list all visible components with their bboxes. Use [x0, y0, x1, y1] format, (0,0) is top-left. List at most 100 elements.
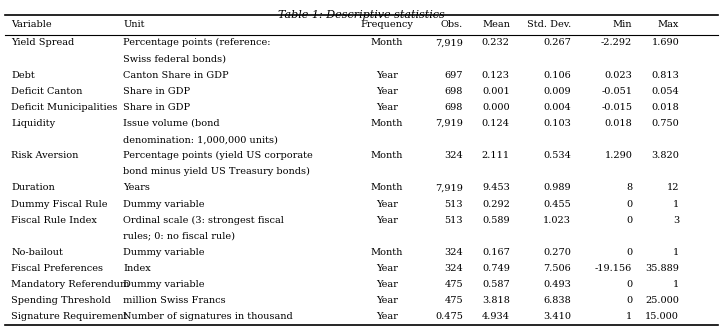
- Text: 0.018: 0.018: [604, 119, 633, 128]
- Text: Debt: Debt: [12, 71, 35, 80]
- Text: Share in GDP: Share in GDP: [123, 87, 190, 96]
- Text: Dummy variable: Dummy variable: [123, 280, 205, 289]
- Text: Year: Year: [376, 103, 398, 112]
- Text: 0.750: 0.750: [651, 119, 679, 128]
- Text: 0.123: 0.123: [482, 71, 510, 80]
- Text: 0.167: 0.167: [482, 248, 510, 257]
- Text: 1: 1: [673, 199, 679, 208]
- Text: 513: 513: [445, 199, 463, 208]
- Text: 0.749: 0.749: [482, 264, 510, 273]
- Text: 0: 0: [626, 248, 633, 257]
- Text: Min: Min: [613, 20, 633, 29]
- Text: 475: 475: [445, 296, 463, 305]
- Text: Max: Max: [658, 20, 679, 29]
- Text: 0.292: 0.292: [482, 199, 510, 208]
- Text: No-bailout: No-bailout: [12, 248, 64, 257]
- Text: -0.051: -0.051: [602, 87, 633, 96]
- Text: Share in GDP: Share in GDP: [123, 103, 190, 112]
- Text: 1.690: 1.690: [651, 38, 679, 47]
- Text: 0.475: 0.475: [435, 312, 463, 321]
- Text: Mean: Mean: [482, 20, 510, 29]
- Text: 0.270: 0.270: [543, 248, 571, 257]
- Text: -19.156: -19.156: [595, 264, 633, 273]
- Text: 1.023: 1.023: [543, 216, 571, 225]
- Text: 7,919: 7,919: [435, 183, 463, 192]
- Text: 8: 8: [626, 183, 633, 192]
- Text: -0.015: -0.015: [602, 103, 633, 112]
- Text: 0.009: 0.009: [544, 87, 571, 96]
- Text: Dummy Fiscal Rule: Dummy Fiscal Rule: [12, 199, 108, 208]
- Text: Dummy variable: Dummy variable: [123, 199, 205, 208]
- Text: 0.023: 0.023: [604, 71, 633, 80]
- Text: -2.292: -2.292: [601, 38, 633, 47]
- Text: Liquidity: Liquidity: [12, 119, 56, 128]
- Text: Fiscal Rule Index: Fiscal Rule Index: [12, 216, 98, 225]
- Text: Year: Year: [376, 71, 398, 80]
- Text: 7.506: 7.506: [544, 264, 571, 273]
- Text: Risk Aversion: Risk Aversion: [12, 151, 79, 160]
- Text: 697: 697: [445, 71, 463, 80]
- Text: Variable: Variable: [12, 20, 52, 29]
- Text: Year: Year: [376, 199, 398, 208]
- Text: Year: Year: [376, 280, 398, 289]
- Text: Unit: Unit: [123, 20, 145, 29]
- Text: 324: 324: [445, 151, 463, 160]
- Text: 0.267: 0.267: [543, 38, 571, 47]
- Text: 2.111: 2.111: [482, 151, 510, 160]
- Text: 0.587: 0.587: [482, 280, 510, 289]
- Text: Number of signatures in thousand: Number of signatures in thousand: [123, 312, 293, 321]
- Text: Year: Year: [376, 264, 398, 273]
- Text: Year: Year: [376, 216, 398, 225]
- Text: 475: 475: [445, 280, 463, 289]
- Text: 1.290: 1.290: [604, 151, 633, 160]
- Text: 0.589: 0.589: [482, 216, 510, 225]
- Text: 0.000: 0.000: [482, 103, 510, 112]
- Text: Issue volume (bond: Issue volume (bond: [123, 119, 220, 128]
- Text: 0.018: 0.018: [651, 103, 679, 112]
- Text: Month: Month: [370, 248, 403, 257]
- Text: 0.001: 0.001: [482, 87, 510, 96]
- Text: 0: 0: [626, 216, 633, 225]
- Text: Month: Month: [370, 183, 403, 192]
- Text: 0: 0: [626, 296, 633, 305]
- Text: 0.232: 0.232: [482, 38, 510, 47]
- Text: 0.004: 0.004: [544, 103, 571, 112]
- Text: Percentage points (reference:: Percentage points (reference:: [123, 38, 270, 47]
- Text: 15.000: 15.000: [645, 312, 679, 321]
- Text: Dummy variable: Dummy variable: [123, 248, 205, 257]
- Text: 0.989: 0.989: [544, 183, 571, 192]
- Text: 0.534: 0.534: [543, 151, 571, 160]
- Text: 0.493: 0.493: [543, 280, 571, 289]
- Text: Spending Threshold: Spending Threshold: [12, 296, 111, 305]
- Text: 1: 1: [626, 312, 633, 321]
- Text: Mandatory Referendum: Mandatory Referendum: [12, 280, 130, 289]
- Text: bond minus yield US Treasury bonds): bond minus yield US Treasury bonds): [123, 167, 310, 176]
- Text: million Swiss Francs: million Swiss Francs: [123, 296, 226, 305]
- Text: 3.410: 3.410: [543, 312, 571, 321]
- Text: Duration: Duration: [12, 183, 55, 192]
- Text: Years: Years: [123, 183, 150, 192]
- Text: 0.455: 0.455: [544, 199, 571, 208]
- Text: Yield Spread: Yield Spread: [12, 38, 74, 47]
- Text: 12: 12: [667, 183, 679, 192]
- Text: 698: 698: [445, 103, 463, 112]
- Text: 1: 1: [673, 248, 679, 257]
- Text: Std. Dev.: Std. Dev.: [527, 20, 571, 29]
- Text: Table 1: Descriptive statistics: Table 1: Descriptive statistics: [278, 10, 445, 20]
- Text: 513: 513: [445, 216, 463, 225]
- Text: 0.106: 0.106: [544, 71, 571, 80]
- Text: Month: Month: [370, 119, 403, 128]
- Text: Fiscal Preferences: Fiscal Preferences: [12, 264, 103, 273]
- Text: Swiss federal bonds): Swiss federal bonds): [123, 54, 226, 64]
- Text: Month: Month: [370, 38, 403, 47]
- Text: 698: 698: [445, 87, 463, 96]
- Text: 7,919: 7,919: [435, 119, 463, 128]
- Text: Canton Share in GDP: Canton Share in GDP: [123, 71, 228, 80]
- Text: Deficit Canton: Deficit Canton: [12, 87, 83, 96]
- Text: 324: 324: [445, 264, 463, 273]
- Text: Ordinal scale (3: strongest fiscal: Ordinal scale (3: strongest fiscal: [123, 216, 284, 225]
- Text: Obs.: Obs.: [441, 20, 463, 29]
- Text: Index: Index: [123, 264, 151, 273]
- Text: 35.889: 35.889: [645, 264, 679, 273]
- Text: Signature Requirement: Signature Requirement: [12, 312, 128, 321]
